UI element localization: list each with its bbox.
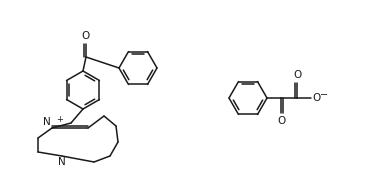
Text: O: O <box>277 116 285 126</box>
Text: −: − <box>320 90 328 100</box>
Text: N: N <box>43 117 51 127</box>
Text: +: + <box>56 115 63 124</box>
Text: O: O <box>312 93 320 103</box>
Text: O: O <box>293 70 301 80</box>
Text: N: N <box>58 157 66 167</box>
Text: O: O <box>82 31 90 41</box>
